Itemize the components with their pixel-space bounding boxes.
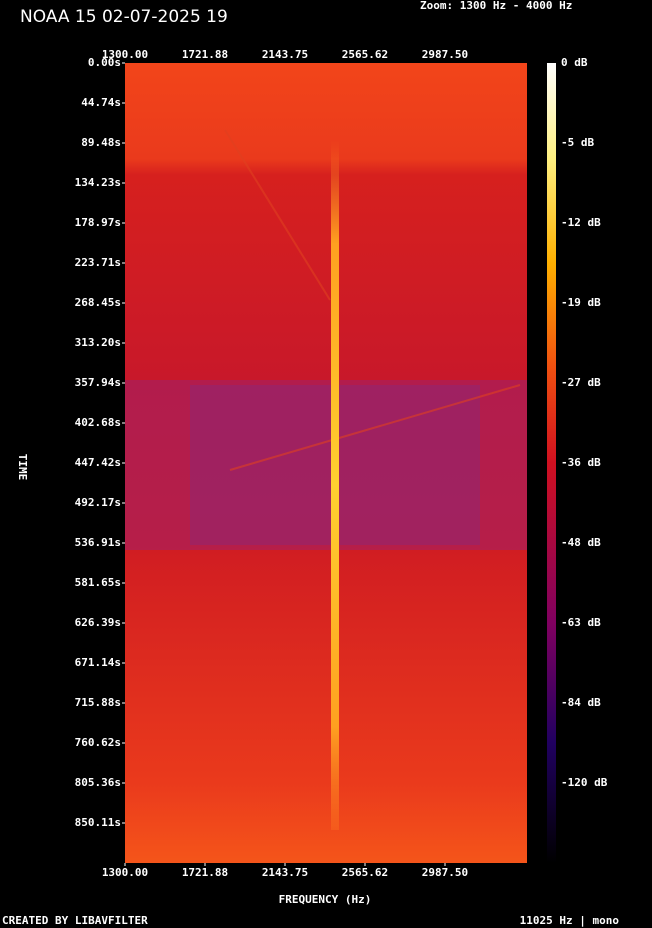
y-tick-label: 760.62s (75, 736, 121, 749)
noise-band (125, 380, 527, 550)
colorbar-tick-label: -48 dB (561, 536, 601, 549)
colorbar (547, 63, 556, 863)
y-tick-label: 447.42s (75, 456, 121, 469)
x-tick-label: 1721.88 (182, 866, 228, 879)
y-tick-label: 89.48s (81, 136, 121, 149)
y-tick-label: 402.68s (75, 416, 121, 429)
y-tick-label: 268.45s (75, 296, 121, 309)
y-tick-label: 0.00s (88, 56, 121, 69)
y-tick-label: 357.94s (75, 376, 121, 389)
title: NOAA 15 02-07-2025 19 (20, 7, 228, 27)
colorbar-tick-label: -36 dB (561, 456, 601, 469)
x-tick-label: 2987.50 (422, 48, 468, 61)
colorbar-tick-label: -84 dB (561, 696, 601, 709)
y-tick-label: 715.88s (75, 696, 121, 709)
colorbar-tick-label: -27 dB (561, 376, 601, 389)
y-axis-label: TIME (16, 454, 29, 481)
y-tick-label: 313.20s (75, 336, 121, 349)
x-tick-label: 1300.00 (102, 866, 148, 879)
footer-right: 11025 Hz | mono (520, 914, 620, 927)
y-tick-label: 44.74s (81, 96, 121, 109)
x-tick-label: 1721.88 (182, 48, 228, 61)
y-tick-label: 626.39s (75, 616, 121, 629)
x-tick-label: 2143.75 (262, 866, 308, 879)
y-tick-label: 805.36s (75, 776, 121, 789)
x-tick-label: 2987.50 (422, 866, 468, 879)
y-tick-label: 581.65s (75, 576, 121, 589)
x-tick-label: 1300.00 (102, 48, 148, 61)
zoom-label: Zoom: 1300 Hz - 4000 Hz (420, 0, 572, 12)
y-tick-label: 178.97s (75, 216, 121, 229)
plot-area (125, 63, 527, 863)
x-axis-label: FREQUENCY (Hz) (279, 893, 372, 906)
signal-line (331, 140, 339, 830)
trace (229, 384, 521, 471)
y-tick-label: 850.11s (75, 816, 121, 829)
colorbar-tick-label: -19 dB (561, 296, 601, 309)
y-tick-label: 671.14s (75, 656, 121, 669)
colorbar-tick-label: -120 dB (561, 776, 608, 789)
colorbar-tick-label: -5 dB (561, 136, 594, 149)
colorbar-tick-label: -63 dB (561, 616, 601, 629)
colorbar-tick-label: -12 dB (561, 216, 601, 229)
y-tick-label: 492.17s (75, 496, 121, 509)
x-tick-label: 2565.62 (342, 48, 388, 61)
x-tick-label: 2565.62 (342, 866, 388, 879)
x-tick-label: 2143.75 (262, 48, 308, 61)
y-tick-label: 536.91s (75, 536, 121, 549)
colorbar-tick-label: 0 dB (561, 56, 588, 69)
y-tick-label: 223.71s (75, 256, 121, 269)
y-tick-label: 134.23s (75, 176, 121, 189)
footer-left: CREATED BY LIBAVFILTER (2, 914, 148, 927)
trace (224, 129, 331, 301)
